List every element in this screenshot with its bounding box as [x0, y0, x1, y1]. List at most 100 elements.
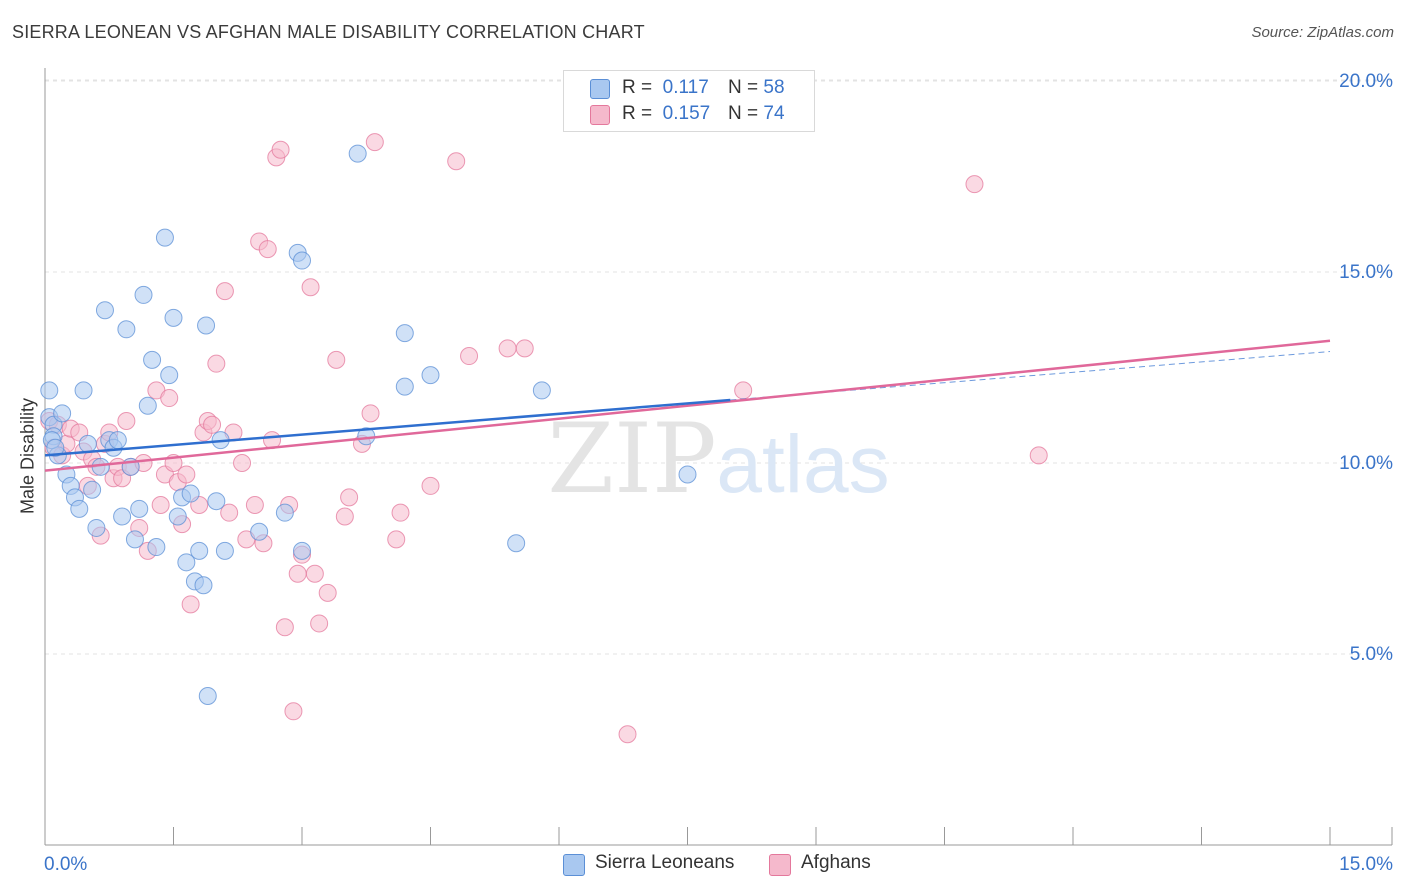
data-point	[335, 507, 354, 526]
data-point	[250, 522, 269, 541]
data-point	[447, 152, 466, 171]
data-point	[155, 228, 174, 247]
legend-swatch-blue	[590, 79, 610, 99]
x-tick-label: 0.0%	[44, 854, 87, 875]
data-point	[395, 377, 414, 396]
data-point	[515, 339, 534, 358]
data-point	[365, 133, 384, 152]
watermark-zip: ZIP	[547, 403, 716, 515]
data-point	[275, 618, 294, 637]
data-point	[143, 350, 162, 369]
y-axis-label: Male Disability	[17, 397, 38, 515]
data-point	[168, 507, 187, 526]
data-point	[387, 530, 406, 549]
data-point	[348, 144, 367, 163]
series-legend: Sierra Leoneans Afghans	[0, 852, 1406, 878]
data-point	[215, 541, 234, 560]
data-point	[734, 381, 753, 400]
data-point	[421, 366, 440, 385]
data-point	[160, 389, 179, 408]
data-point	[305, 564, 324, 583]
data-point	[618, 725, 637, 744]
data-point	[113, 507, 132, 526]
correlation-legend: R = 0.117 N = 58 R = 0.157 N = 74	[563, 70, 815, 132]
trend-lines	[44, 339, 1331, 472]
data-point	[258, 240, 277, 259]
trend-line-afghans	[44, 339, 1331, 472]
data-point	[310, 614, 329, 633]
data-point	[125, 530, 144, 549]
watermark: ZIP atlas	[547, 403, 889, 515]
data-point	[117, 320, 136, 339]
data-point	[301, 278, 320, 297]
data-point	[164, 308, 183, 327]
data-point	[160, 366, 179, 385]
data-point	[40, 381, 59, 400]
data-point	[95, 301, 114, 320]
watermark-atlas: atlas	[716, 419, 889, 510]
data-point	[74, 381, 93, 400]
data-point	[421, 476, 440, 495]
y-tick-label: 10.0%	[1339, 453, 1393, 474]
data-point	[391, 503, 410, 522]
data-point	[53, 404, 72, 423]
data-point	[198, 687, 217, 706]
y-tick-label: 20.0%	[1339, 71, 1393, 92]
data-point	[207, 492, 226, 511]
data-point	[207, 354, 226, 373]
data-point	[151, 496, 170, 515]
legend-r: R = 0.117	[622, 77, 709, 98]
data-point	[460, 347, 479, 366]
x-tick-label: 15.0%	[1339, 854, 1393, 875]
data-point	[327, 350, 346, 369]
data-point	[965, 175, 984, 194]
trend-line-sierra-leoneans	[44, 398, 731, 457]
data-point	[293, 251, 311, 270]
data-point	[361, 404, 380, 423]
legend-swatch-pink	[769, 854, 791, 876]
y-tick-label: 15.0%	[1339, 262, 1393, 283]
data-point	[117, 411, 136, 430]
data-point	[318, 583, 337, 602]
data-point	[293, 541, 311, 560]
source-label: Source: ZipAtlas.com	[1251, 24, 1394, 41]
data-point	[203, 415, 222, 434]
data-point	[532, 381, 551, 400]
legend-swatch-pink	[590, 105, 610, 125]
data-point	[215, 282, 234, 301]
data-point	[194, 576, 213, 595]
data-point	[498, 339, 517, 358]
data-point	[138, 396, 157, 415]
data-point	[395, 324, 414, 343]
data-point	[134, 285, 153, 304]
chart-title: SIERRA LEONEAN VS AFGHAN MALE DISABILITY…	[12, 22, 645, 42]
data-point	[190, 541, 209, 560]
data-point	[147, 538, 166, 557]
data-point	[181, 484, 200, 503]
gridlines	[45, 79, 1392, 655]
data-point	[288, 564, 307, 583]
data-point	[1029, 446, 1048, 465]
data-point	[177, 553, 196, 572]
data-point	[284, 702, 303, 721]
data-point	[78, 434, 97, 453]
legend-n: N = 58	[728, 77, 785, 98]
data-point	[87, 518, 106, 537]
data-point	[233, 454, 252, 472]
data-point	[678, 465, 697, 484]
data-point	[245, 496, 264, 515]
data-point	[70, 499, 89, 518]
data-point	[220, 503, 239, 522]
legend-swatch-blue	[563, 854, 585, 876]
data-point	[83, 480, 102, 499]
legend-r: R = 0.157	[622, 103, 711, 124]
data-point	[177, 465, 196, 484]
data-point	[130, 499, 149, 518]
data-point	[197, 316, 216, 335]
tick-labels: 5.0% 10.0% 15.0% 20.0% 0.0% 15.0%	[44, 71, 1393, 875]
data-point	[340, 488, 359, 507]
legend-n: N = 74	[728, 103, 785, 124]
afghans-points	[40, 133, 1048, 744]
data-point	[275, 503, 294, 522]
